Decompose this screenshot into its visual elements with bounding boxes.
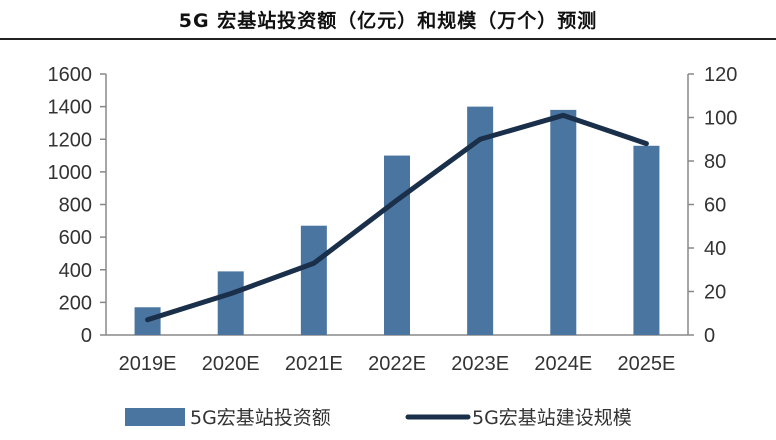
bar-2022E (384, 155, 410, 335)
x-tick-label: 2019E (119, 353, 177, 375)
left-tick-label: 1000 (48, 162, 93, 184)
bar-2021E (300, 225, 327, 335)
legend-line-label: 5G宏基站建设规模 (472, 407, 632, 429)
bar-2020E (217, 271, 244, 335)
right-tick-label: 20 (704, 282, 726, 304)
bar-2024E (550, 109, 577, 335)
left-tick-label: 0 (81, 325, 92, 347)
title-underline (0, 38, 776, 40)
right-tick-label: 40 (704, 238, 726, 260)
left-tick-label: 200 (59, 292, 92, 314)
left-tick-label: 1400 (48, 97, 93, 119)
left-tick-label: 600 (59, 227, 92, 249)
right-tick-label: 60 (704, 195, 726, 217)
x-tick-label: 2025E (618, 353, 676, 375)
left-tick-label: 800 (59, 195, 92, 217)
x-tick-label: 2022E (368, 353, 426, 375)
right-tick-label: 100 (704, 108, 737, 130)
x-tick-label: 2021E (285, 353, 343, 375)
left-tick-label: 1200 (48, 129, 93, 151)
right-tick-label: 120 (704, 64, 737, 86)
legend-bar-swatch (125, 408, 185, 426)
chart-title: 5G 宏基站投资额（亿元）和规模（万个）预测 (178, 10, 598, 32)
right-tick-label: 0 (704, 325, 715, 347)
right-tick-label: 80 (704, 151, 726, 173)
x-tick-label: 2023E (451, 353, 509, 375)
x-tick-label: 2020E (202, 353, 260, 375)
x-tick-label: 2024E (534, 353, 592, 375)
legend-bar-label: 5G宏基站投资额 (190, 407, 331, 429)
left-tick-label: 400 (59, 260, 92, 282)
bar-2025E (633, 145, 660, 335)
left-tick-label: 1600 (48, 64, 93, 86)
